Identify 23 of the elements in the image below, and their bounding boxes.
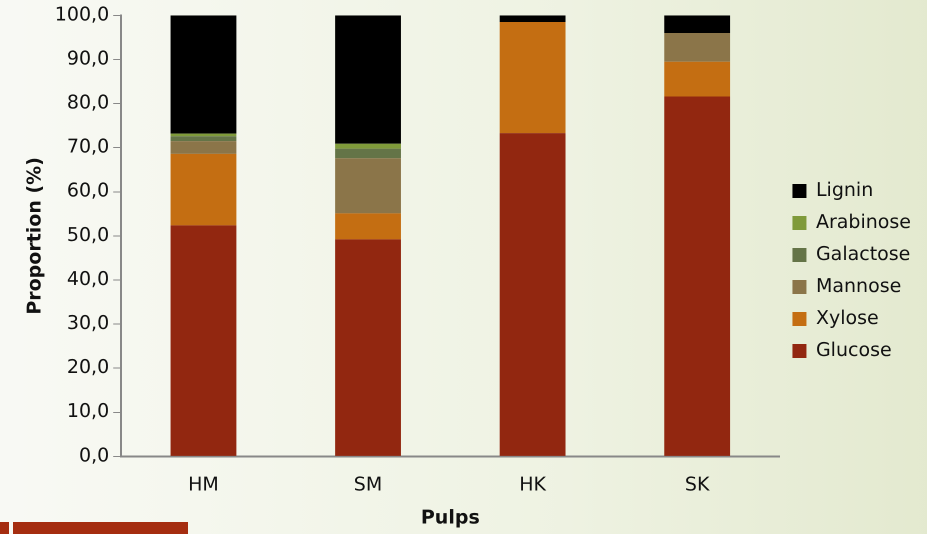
y-tick-label: 20,0 bbox=[66, 356, 110, 378]
legend-label: Lignin bbox=[816, 178, 874, 201]
y-tick-label: 30,0 bbox=[66, 312, 110, 334]
x-tick-label: HM bbox=[188, 474, 219, 496]
y-tick-label: 90,0 bbox=[66, 47, 110, 70]
legend-label: Arabinose bbox=[816, 210, 911, 233]
y-tick-label: 50,0 bbox=[66, 224, 110, 246]
y-tick-label: 80,0 bbox=[66, 92, 110, 114]
x-tick-label: SK bbox=[684, 474, 710, 496]
y-tick-label: 60,0 bbox=[66, 180, 110, 202]
y-tick-label: 100,0 bbox=[54, 3, 110, 26]
y-tick-label: 70,0 bbox=[66, 136, 110, 158]
y-tick-label: 40,0 bbox=[66, 268, 110, 290]
y-tick-label: 10,0 bbox=[66, 400, 110, 422]
legend-label: Galactose bbox=[816, 242, 910, 265]
legend-label: Xylose bbox=[816, 306, 879, 329]
y-tick-label: 0,0 bbox=[78, 444, 110, 466]
y-axis-title: Proportion (%) bbox=[23, 157, 46, 315]
x-axis-title: Pulps bbox=[420, 506, 480, 529]
x-tick-label: HK bbox=[519, 474, 547, 496]
x-tick-label: SM bbox=[354, 474, 382, 496]
legend-label: Glucose bbox=[816, 338, 892, 361]
legend-label: Mannose bbox=[816, 274, 902, 297]
